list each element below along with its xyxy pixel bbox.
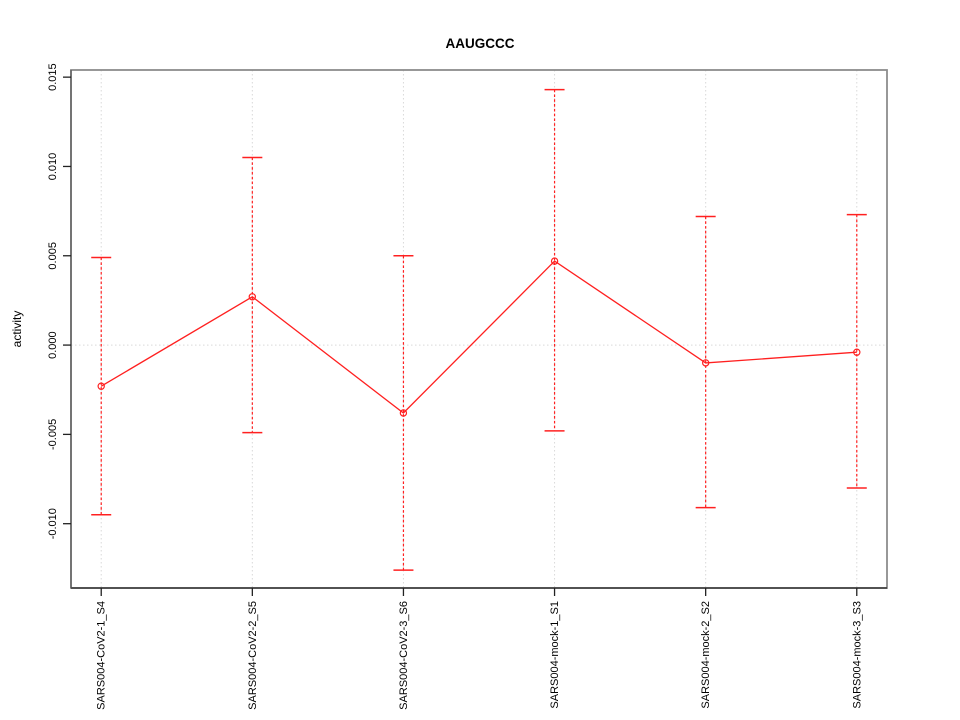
y-tick-label: 0.015 [47, 63, 59, 91]
plot-border [70, 69, 888, 589]
x-tick-label: SARS004-CoV2-3_S6 [398, 601, 410, 710]
data-point-marker [853, 348, 861, 356]
series-line [100, 260, 857, 414]
y-tick-label: 0.000 [47, 331, 59, 359]
plot-generated-content: 0.015 0.010 0.005 0.000 -0.005 -0.010 SARS004-… [47, 63, 888, 710]
y-axis-label: activity [10, 311, 24, 348]
x-tick-label: SARS004-mock-2_S2 [700, 601, 712, 709]
y-tick-label: -0.005 [47, 419, 59, 450]
data-point-marker [399, 409, 408, 417]
y-tick-label: 0.010 [47, 153, 59, 181]
x-tick-label: SARS004-CoV2-1_S4 [96, 601, 108, 710]
data-point-marker [248, 293, 256, 301]
x-tick-label: SARS004-mock-3_S3 [851, 601, 863, 709]
data-point-marker [550, 257, 559, 265]
y-tick-label: -0.010 [47, 508, 59, 539]
x-tick-label: SARS004-CoV2-2_S5 [247, 601, 259, 710]
data-point-marker [97, 382, 105, 390]
x-tick-label: SARS004-mock-1_S1 [549, 601, 561, 709]
data-point-marker [702, 359, 710, 367]
chart-title: AAUGCCC [446, 36, 515, 51]
y-tick-label: 0.005 [47, 242, 59, 270]
